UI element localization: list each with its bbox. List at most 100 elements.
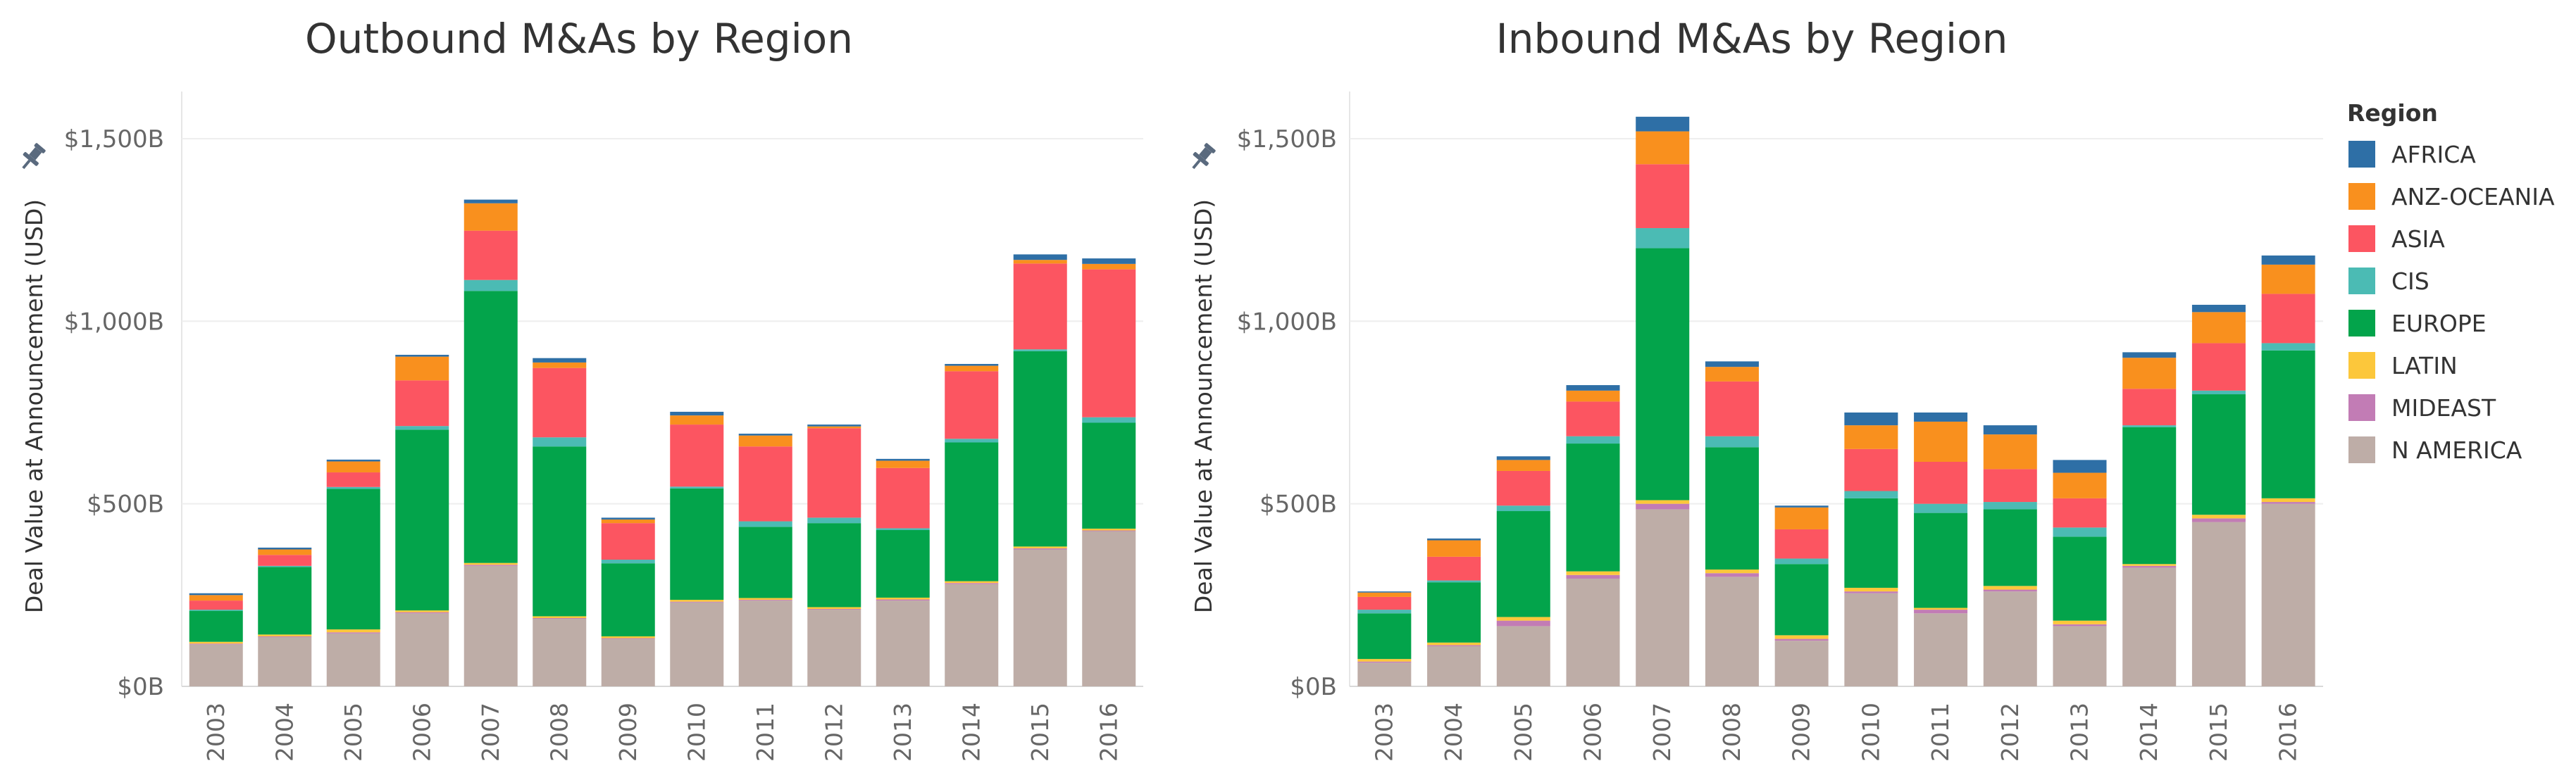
inbound-bar-2010-anz-oceania[interactable] bbox=[1844, 425, 1898, 449]
outbound-bar-2010-europe[interactable] bbox=[670, 488, 724, 600]
inbound-bar-2014-anz-oceania[interactable] bbox=[2122, 358, 2177, 389]
inbound-bar-2006-asia[interactable] bbox=[1566, 401, 1620, 436]
inbound-bar-2010-europe[interactable] bbox=[1844, 498, 1898, 588]
inbound-bar-2003-asia[interactable] bbox=[1357, 596, 1412, 610]
inbound-bar-2013-anz-oceania[interactable] bbox=[2053, 472, 2107, 498]
outbound-bar-2009-anz-oceania[interactable] bbox=[601, 519, 655, 524]
outbound-bar-2008-europe[interactable] bbox=[533, 446, 587, 617]
outbound-bar-2008-anz-oceania[interactable] bbox=[533, 362, 587, 368]
inbound-bar-2004-n-america[interactable] bbox=[1427, 646, 1481, 686]
outbound-bar-2003-africa[interactable] bbox=[189, 593, 243, 596]
inbound-bar-2012-europe[interactable] bbox=[1983, 509, 2037, 586]
outbound-bar-2007-anz-oceania[interactable] bbox=[463, 203, 518, 231]
inbound-bar-2013-cis[interactable] bbox=[2053, 527, 2107, 537]
inbound-bar-2015-mideast[interactable] bbox=[2191, 518, 2246, 522]
inbound-bar-2013-latin[interactable] bbox=[2053, 620, 2107, 624]
inbound-bar-2007-mideast[interactable] bbox=[1636, 503, 1690, 510]
outbound-bar-2012-asia[interactable] bbox=[807, 428, 861, 518]
inbound-bar-2003-anz-oceania[interactable] bbox=[1357, 592, 1412, 597]
inbound-bar-2015-anz-oceania[interactable] bbox=[2191, 312, 2246, 344]
inbound-bar-2016-europe[interactable] bbox=[2261, 350, 2315, 498]
outbound-bar-2012-latin[interactable] bbox=[807, 607, 861, 610]
inbound-bar-2006-latin[interactable] bbox=[1566, 571, 1620, 575]
outbound-bar-2016-africa[interactable] bbox=[1082, 258, 1136, 264]
inbound-bar-2008-mideast[interactable] bbox=[1705, 573, 1759, 577]
outbound-bar-2010-asia[interactable] bbox=[670, 424, 724, 487]
outbound-bar-2015-latin[interactable] bbox=[1013, 546, 1067, 548]
outbound-bar-2009-latin[interactable] bbox=[601, 636, 655, 639]
outbound-bar-2014-europe[interactable] bbox=[945, 442, 999, 581]
inbound-bar-2016-mideast[interactable] bbox=[2261, 502, 2315, 504]
inbound-bar-2003-mideast[interactable] bbox=[1357, 661, 1412, 663]
outbound-bar-2008-africa[interactable] bbox=[533, 358, 587, 363]
outbound-bar-2005-africa[interactable] bbox=[326, 459, 380, 462]
outbound-bar-2011-anz-oceania[interactable] bbox=[738, 435, 792, 447]
inbound-bar-2006-anz-oceania[interactable] bbox=[1566, 390, 1620, 402]
outbound-bar-2006-cis[interactable] bbox=[395, 426, 449, 430]
inbound-bar-2015-europe[interactable] bbox=[2191, 394, 2246, 515]
inbound-bar-2009-europe[interactable] bbox=[1774, 564, 1829, 636]
outbound-bar-2006-anz-oceania[interactable] bbox=[395, 356, 449, 381]
outbound-bar-2005-cis[interactable] bbox=[326, 486, 380, 489]
outbound-bar-2011-cis[interactable] bbox=[738, 521, 792, 527]
outbound-bar-2007-cis[interactable] bbox=[463, 279, 518, 291]
outbound-bar-2008-asia[interactable] bbox=[533, 367, 587, 438]
inbound-bar-2015-n-america[interactable] bbox=[2191, 522, 2246, 686]
inbound-bar-2005-latin[interactable] bbox=[1496, 617, 1550, 621]
outbound-bar-2013-mideast[interactable] bbox=[876, 599, 930, 601]
outbound-bar-2015-mideast[interactable] bbox=[1013, 548, 1067, 550]
inbound-bar-2009-n-america[interactable] bbox=[1774, 641, 1829, 686]
outbound-bar-2006-europe[interactable] bbox=[395, 429, 449, 611]
outbound-bar-2016-europe[interactable] bbox=[1082, 422, 1136, 529]
inbound-bar-2006-n-america[interactable] bbox=[1566, 578, 1620, 686]
inbound-bar-2003-n-america[interactable] bbox=[1357, 662, 1412, 686]
outbound-bar-2006-africa[interactable] bbox=[395, 355, 449, 357]
outbound-bar-2007-latin[interactable] bbox=[463, 562, 518, 565]
outbound-bar-2013-africa[interactable] bbox=[876, 458, 930, 461]
outbound-bar-2011-africa[interactable] bbox=[738, 434, 792, 436]
outbound-bar-2014-n-america[interactable] bbox=[945, 584, 999, 686]
outbound-bar-2006-latin[interactable] bbox=[395, 610, 449, 612]
inbound-bar-2007-n-america[interactable] bbox=[1636, 509, 1690, 686]
inbound-bar-2010-asia[interactable] bbox=[1844, 448, 1898, 491]
inbound-bar-2014-asia[interactable] bbox=[2122, 389, 2177, 426]
outbound-bar-2013-anz-oceania[interactable] bbox=[876, 460, 930, 468]
inbound-bar-2010-n-america[interactable] bbox=[1844, 593, 1898, 686]
outbound-bar-2015-anz-oceania[interactable] bbox=[1013, 260, 1067, 264]
outbound-bar-2007-n-america[interactable] bbox=[463, 565, 518, 686]
inbound-bar-2016-n-america[interactable] bbox=[2261, 503, 2315, 686]
outbound-bar-2004-mideast[interactable] bbox=[258, 636, 312, 637]
inbound-bar-2011-asia[interactable] bbox=[1914, 461, 1968, 504]
outbound-bar-2008-n-america[interactable] bbox=[533, 619, 587, 686]
inbound-bar-2010-cis[interactable] bbox=[1844, 491, 1898, 498]
outbound-bar-2005-europe[interactable] bbox=[326, 489, 380, 630]
legend-item-asia[interactable]: ASIA bbox=[2348, 225, 2445, 253]
inbound-bar-2016-anz-oceania[interactable] bbox=[2261, 264, 2315, 294]
outbound-bar-2013-latin[interactable] bbox=[876, 597, 930, 600]
outbound-bar-2006-asia[interactable] bbox=[395, 380, 449, 427]
outbound-bar-2012-anz-oceania[interactable] bbox=[807, 426, 861, 429]
outbound-bar-2003-cis[interactable] bbox=[189, 610, 243, 611]
outbound-bar-2014-cis[interactable] bbox=[945, 439, 999, 443]
inbound-bar-2014-cis[interactable] bbox=[2122, 425, 2177, 427]
outbound-bar-2013-cis[interactable] bbox=[876, 528, 930, 530]
inbound-bar-2004-africa[interactable] bbox=[1427, 538, 1481, 541]
inbound-bar-2003-europe[interactable] bbox=[1357, 613, 1412, 660]
outbound-pin-icon[interactable] bbox=[16, 141, 49, 174]
outbound-bar-2012-europe[interactable] bbox=[807, 523, 861, 608]
outbound-bar-2007-europe[interactable] bbox=[463, 291, 518, 563]
outbound-bar-2008-latin[interactable] bbox=[533, 616, 587, 619]
inbound-bar-2009-anz-oceania[interactable] bbox=[1774, 507, 1829, 529]
inbound-bar-2003-africa[interactable] bbox=[1357, 591, 1412, 593]
outbound-bar-2003-asia[interactable] bbox=[189, 600, 243, 610]
outbound-bar-2007-mideast[interactable] bbox=[463, 565, 518, 566]
outbound-bar-2010-latin[interactable] bbox=[670, 600, 724, 602]
inbound-bar-2011-cis[interactable] bbox=[1914, 503, 1968, 513]
legend-item-cis[interactable]: CIS bbox=[2348, 268, 2429, 295]
outbound-bar-2003-n-america[interactable] bbox=[189, 644, 243, 686]
inbound-bar-2008-europe[interactable] bbox=[1705, 447, 1759, 570]
inbound-bar-2005-africa[interactable] bbox=[1496, 456, 1550, 460]
outbound-bar-2005-latin[interactable] bbox=[326, 629, 380, 633]
outbound-bar-2007-asia[interactable] bbox=[463, 230, 518, 280]
inbound-bar-2004-anz-oceania[interactable] bbox=[1427, 540, 1481, 557]
